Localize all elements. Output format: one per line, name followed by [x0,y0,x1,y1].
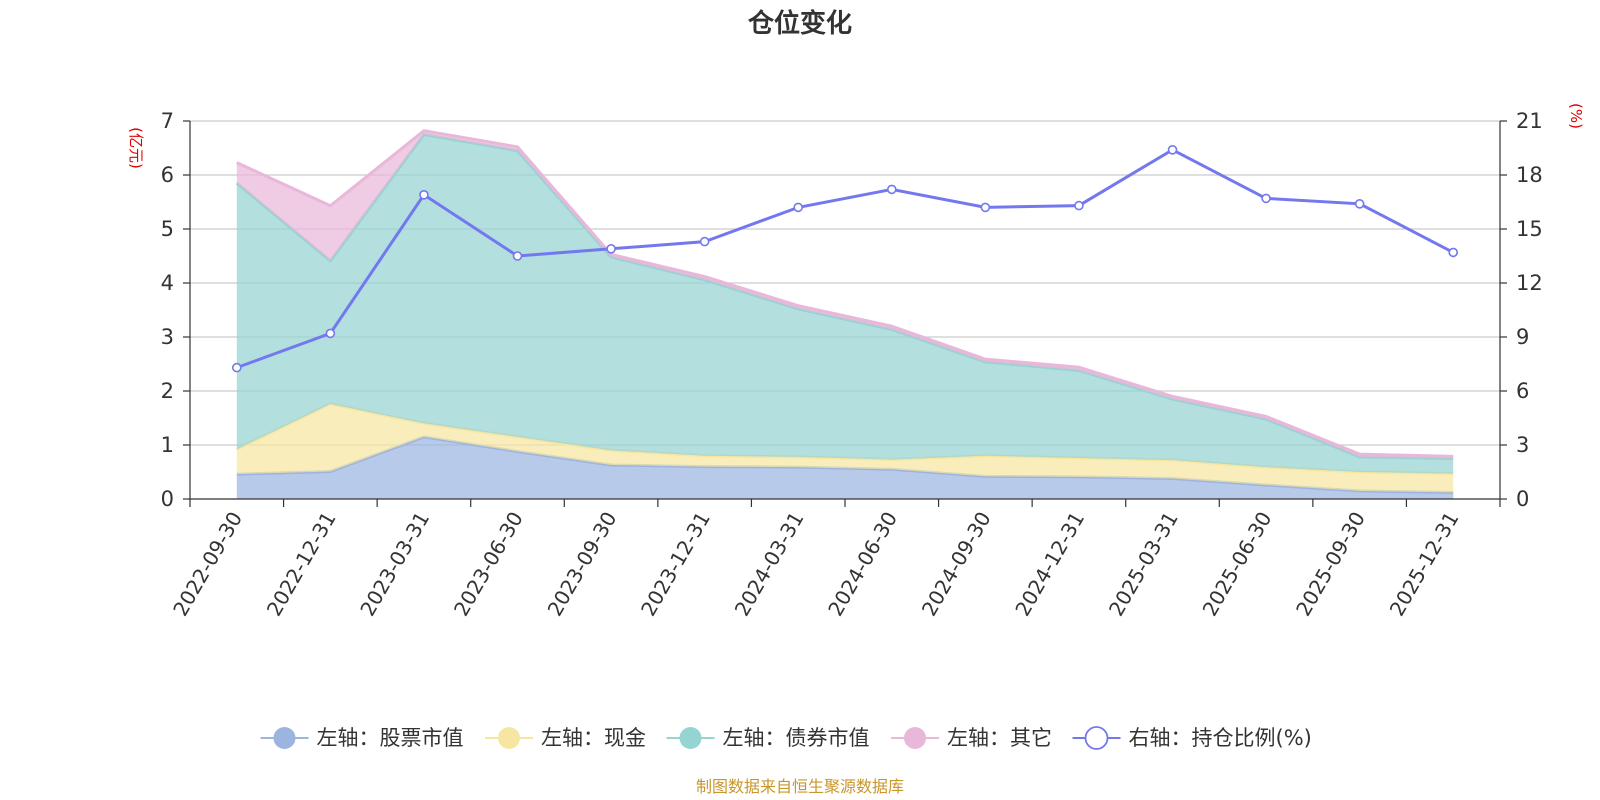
ratio-point [886,184,897,195]
right-tick-label: 6 [1516,379,1529,403]
legend-label: 左轴：其它 [947,726,1052,750]
legend-label: 左轴：现金 [541,726,646,750]
right-tick-label: 3 [1516,433,1529,457]
ratio-point [699,236,710,247]
left-axis-unit: (亿元) [127,127,145,169]
right-tick-label: 12 [1516,271,1543,295]
right-axis-unit: (%) [1567,103,1585,129]
ratio-point [606,244,616,254]
legend: 左轴：股票市值 左轴：现金 左轴：债券市值 左轴：其它 右轴：持仓比例(%) [260,726,1312,750]
legend-label: 右轴：持仓比例(%) [1129,726,1312,750]
area-series-3 [236,134,1454,474]
ratio-line [231,145,1459,373]
x-tick-label: 2023-09-30 [542,508,621,621]
x-tick-label: 2025-12-31 [1385,508,1464,621]
right-tick-label: 21 [1516,109,1543,133]
area-series-edge-4 [236,129,1454,458]
ratio-point [1448,247,1459,258]
x-tick-label: 2024-06-30 [823,508,902,621]
left-tick-label: 5 [161,217,174,241]
stacked-areas [235,129,1454,499]
left-tick-label: 6 [161,163,174,187]
chart-title: 仓位变化 [747,8,852,39]
x-tick-label: 2025-09-30 [1291,508,1370,621]
ratio-point [1261,193,1271,204]
ratio-point [419,190,429,200]
area-series-1 [236,436,1454,499]
right-tick-label: 0 [1516,487,1529,511]
x-tick-label: 2024-03-31 [730,508,809,621]
left-tick-label: 4 [161,271,174,295]
right-tick-label: 18 [1516,163,1543,187]
x-tick-label: 2023-12-31 [636,508,715,621]
x-tick-label: 2022-09-30 [168,508,247,621]
legend-marker [1084,726,1109,750]
legend-marker [498,727,520,749]
legend-marker [273,727,296,749]
ratio-point [1167,145,1178,155]
x-tick-label: 2022-12-31 [262,508,341,621]
ratio-point [1354,199,1365,209]
left-tick-label: 0 [161,487,174,511]
left-tick-label: 3 [161,325,174,349]
left-tick-label: 7 [161,109,174,133]
x-tick-label: 2024-12-31 [1010,508,1089,621]
right-tick-label: 9 [1516,325,1529,349]
legend-label: 左轴：债券市值 [723,726,870,750]
x-tick-label: 2024-09-30 [917,508,996,621]
data-source-note: 制图数据来自恒生聚源数据库 [696,777,904,796]
left-tick-label: 1 [161,433,174,457]
ratio-point [231,362,242,373]
x-tick-label: 2023-06-30 [449,508,528,621]
legend-label: 左轴：股票市值 [317,726,464,750]
area-series-2 [236,403,1454,493]
ratio-point [980,202,991,213]
ratio-line-path [236,148,1454,370]
legend-marker [904,727,926,749]
x-tick-label: 2023-03-31 [355,508,434,621]
x-tick-label: 2025-03-31 [1104,508,1183,621]
legend-marker [679,727,702,749]
ratio-point [325,328,336,339]
ratio-point [1074,200,1084,211]
x-tick-label: 2025-06-30 [1197,508,1276,621]
ratio-point [512,251,523,261]
ratio-point [793,202,804,213]
left-tick-label: 2 [161,379,174,403]
right-tick-label: 15 [1516,217,1543,241]
